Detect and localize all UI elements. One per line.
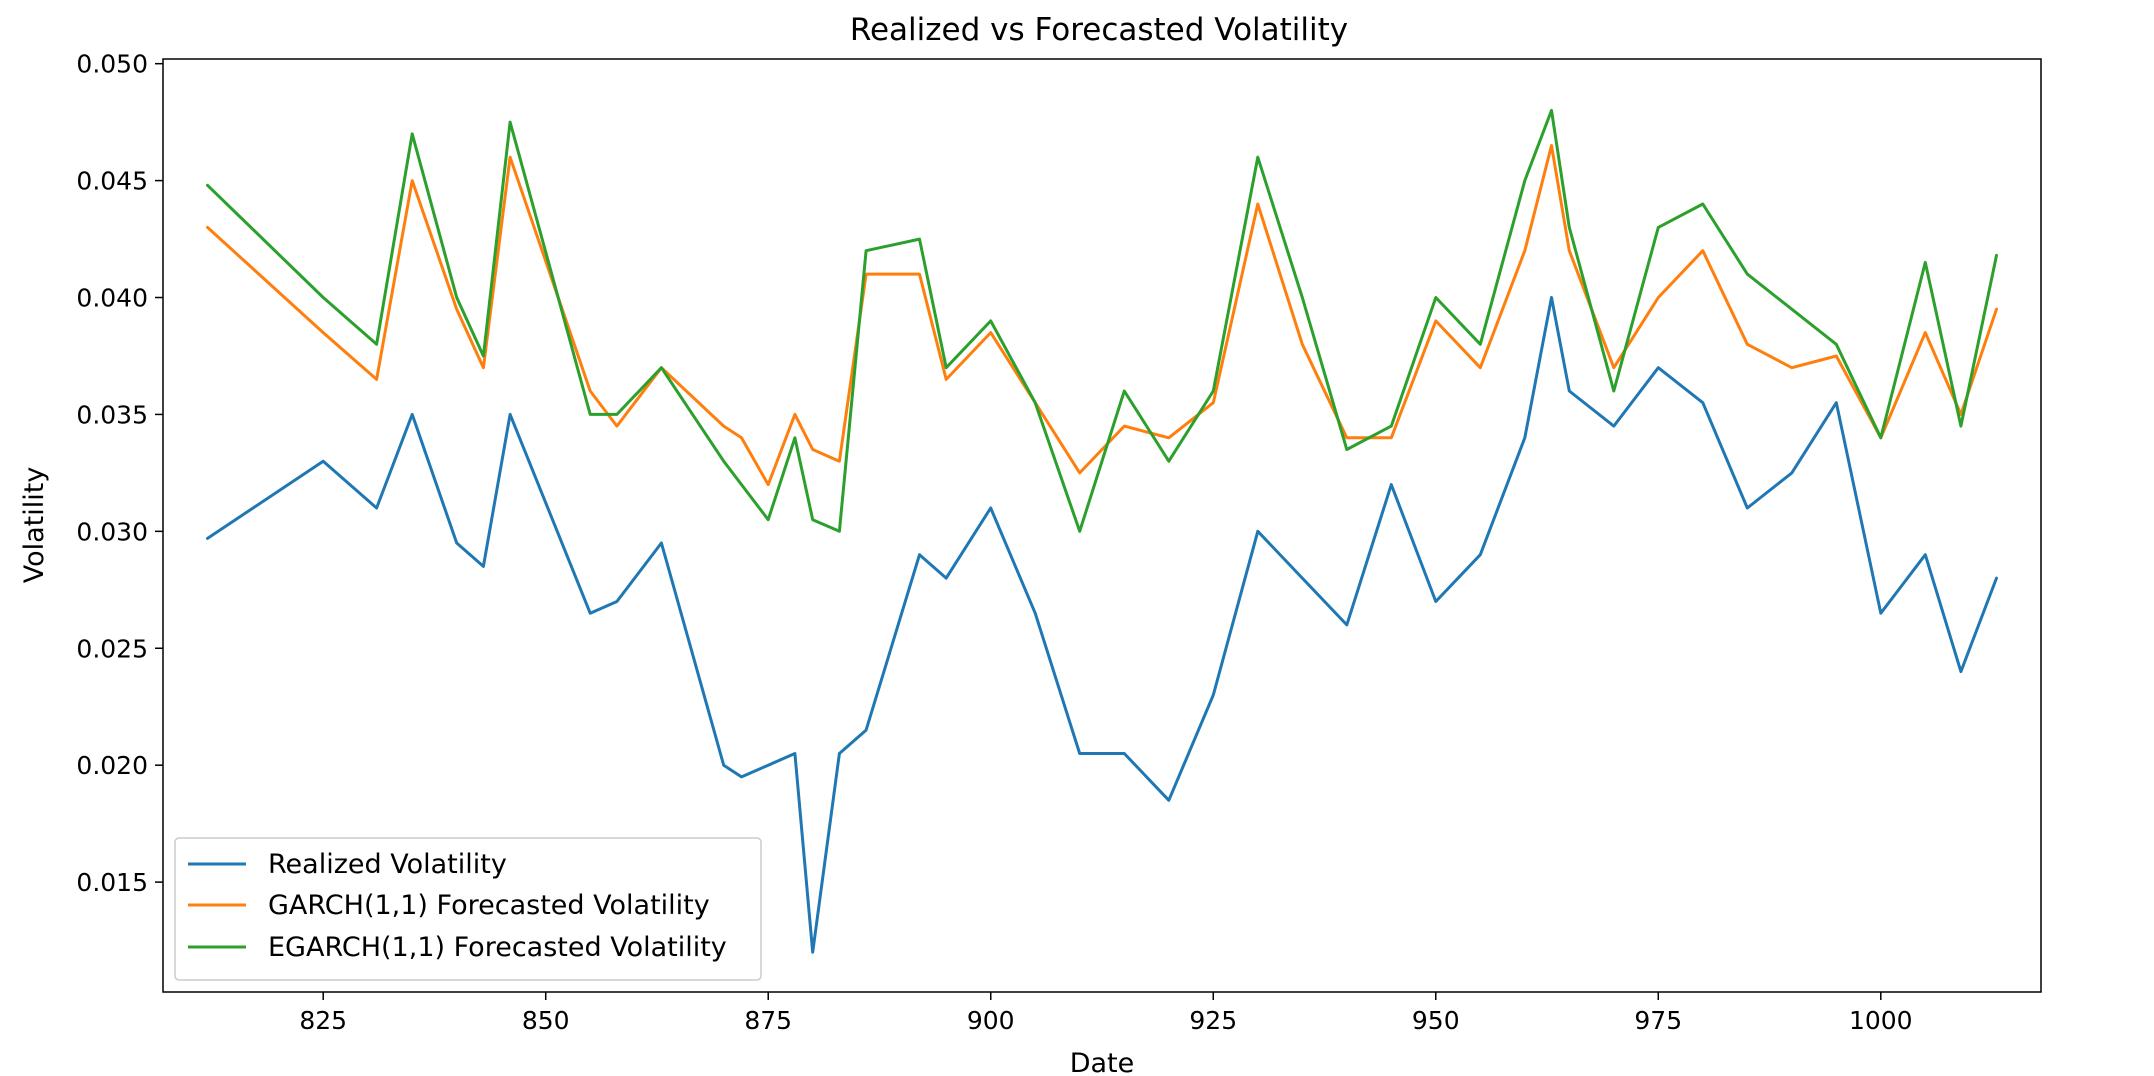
y-tick-label: 0.030 bbox=[76, 517, 148, 546]
series-line-garch bbox=[206, 144, 1998, 487]
y-tick-label: 0.035 bbox=[76, 400, 148, 429]
series-line-egarch bbox=[206, 108, 1998, 533]
series-layer bbox=[206, 108, 1998, 954]
y-axis-label: Volatility bbox=[19, 467, 50, 584]
x-tick-label: 825 bbox=[299, 1006, 347, 1035]
x-tick-label: 950 bbox=[1412, 1006, 1460, 1035]
y-axis-ticks: 0.015 0.020 0.025 0.030 0.035 0.040 0.045 0.050 bbox=[76, 50, 163, 897]
legend: Realized Volatility GARCH(1,1) Forecaste… bbox=[174, 837, 762, 981]
y-tick-label: 0.045 bbox=[76, 167, 148, 196]
x-tick-label: 925 bbox=[1189, 1006, 1237, 1035]
chart-title: Realized vs Forecasted Volatility bbox=[850, 12, 1348, 48]
x-axis-label: Date bbox=[1070, 1048, 1135, 1076]
x-tick-label: 875 bbox=[744, 1006, 792, 1035]
legend-label-realized: Realized Volatility bbox=[268, 849, 507, 880]
y-tick-label: 0.040 bbox=[76, 284, 148, 313]
plot-frame bbox=[162, 58, 2042, 993]
y-tick-label: 0.025 bbox=[76, 634, 148, 663]
y-tick-label: 0.020 bbox=[76, 751, 148, 780]
x-tick-label: 1000 bbox=[1849, 1006, 1913, 1035]
legend-label-egarch: EGARCH(1,1) Forecasted Volatility bbox=[268, 932, 727, 963]
series-line-realized bbox=[206, 296, 1998, 954]
x-tick-label: 850 bbox=[522, 1006, 570, 1035]
y-tick-label: 0.015 bbox=[76, 868, 148, 897]
y-tick-label: 0.050 bbox=[76, 50, 148, 79]
legend-box bbox=[174, 837, 762, 981]
x-axis-ticks: 825 850 875 900 925 950 975 1000 bbox=[299, 992, 1913, 1035]
x-tick-label: 975 bbox=[1634, 1006, 1682, 1035]
legend-label-garch: GARCH(1,1) Forecasted Volatility bbox=[268, 890, 710, 921]
x-tick-label: 900 bbox=[967, 1006, 1015, 1035]
